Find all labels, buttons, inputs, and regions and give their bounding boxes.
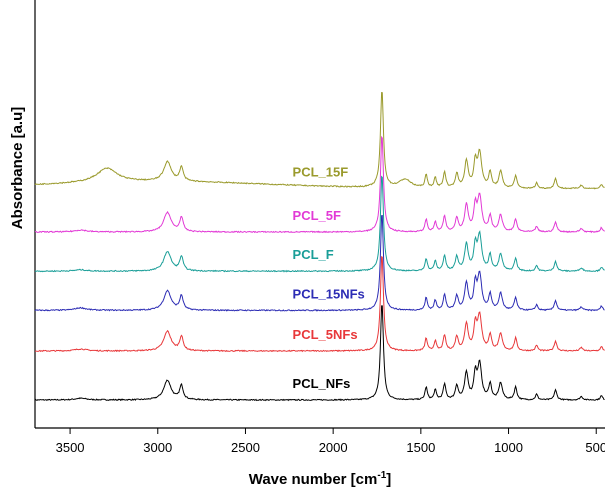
series-label-pcl-15nfs: PCL_15NFs [293, 286, 365, 301]
x-tick-label: 2000 [319, 440, 348, 455]
x-tick-label: 3500 [56, 440, 85, 455]
series-label-pcl-5f: PCL_5F [293, 208, 341, 223]
series-line-pcl-5f [34, 135, 605, 234]
x-axis-ticks: 3500 3000 2500 2000 1500 1000 500 [56, 428, 605, 455]
series-line-pcl-15nfs [34, 215, 605, 312]
series-label-pcl-nfs: PCL_NFs [293, 376, 351, 391]
x-tick-label: 2500 [231, 440, 260, 455]
spectra-traces [34, 92, 605, 402]
y-axis-title: Absorbance [a.u] [9, 107, 26, 230]
x-axis-title-superscript: -1 [377, 470, 386, 481]
series-labels: PCL_NFs PCL_5NFs PCL_15NFs PCL_F PCL_5F PCL_1… [293, 165, 365, 391]
series-label-pcl-f: PCL_F [293, 247, 334, 262]
x-tick-label: 1500 [406, 440, 435, 455]
series-line-pcl-nfs [34, 305, 605, 402]
x-tick-label: 1000 [494, 440, 523, 455]
x-axis-title: Wave number [cm-1] [249, 470, 392, 488]
series-line-pcl-f [34, 175, 605, 273]
series-line-pcl-15f [34, 92, 605, 190]
series-line-pcl-5nfs [34, 255, 605, 353]
series-label-pcl-15f: PCL_15F [293, 165, 349, 180]
x-tick-label: 3000 [143, 440, 172, 455]
series-label-pcl-5nfs: PCL_5NFs [293, 327, 358, 342]
plot-frame [34, 0, 605, 429]
x-tick-label: 500 [585, 440, 605, 455]
